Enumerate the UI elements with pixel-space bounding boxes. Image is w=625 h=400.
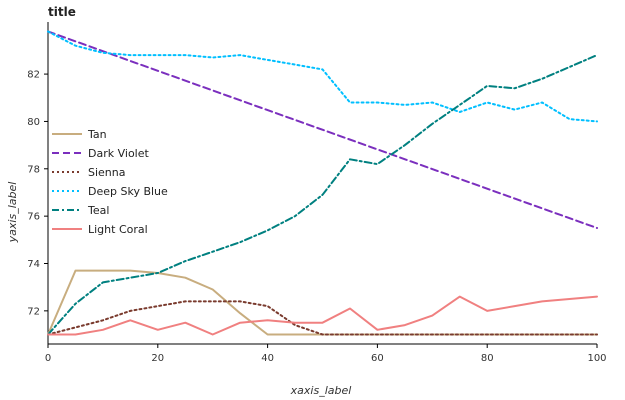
legend-label-sienna: Sienna — [88, 166, 126, 179]
x-tick-label: 20 — [151, 353, 164, 364]
legend-label-tan: Tan — [87, 128, 107, 141]
y-tick-label: 80 — [27, 117, 40, 128]
x-tick-layer: 0 20 40 60 80 100 — [45, 344, 607, 364]
x-tick-label: 40 — [261, 353, 274, 364]
series-line-tan — [47, 269, 598, 336]
plot-area: 0 20 40 60 80 100 72 74 76 78 80 82 — [27, 22, 607, 364]
legend-label-light-coral: Light Coral — [88, 223, 148, 236]
x-tick-label: 60 — [371, 353, 384, 364]
series-layer — [47, 30, 598, 336]
legend: Tan Dark Violet Sienna Deep Sky Blue Teal Lig… — [52, 128, 168, 236]
y-tick-label: 72 — [27, 306, 40, 317]
legend-label-deep-sky-blue: Deep Sky Blue — [88, 185, 168, 198]
y-tick-label: 74 — [27, 259, 40, 270]
y-tick-label: 78 — [27, 164, 40, 175]
series-line-dark-violet — [47, 30, 598, 229]
y-tick-label: 76 — [27, 212, 40, 223]
legend-label-dark-violet: Dark Violet — [88, 147, 149, 160]
x-tick-label: 80 — [481, 353, 494, 364]
x-tick-label: 100 — [587, 353, 606, 364]
chart-title: title — [48, 5, 76, 19]
y-tick-label: 82 — [27, 70, 40, 81]
series-line-deep-sky-blue — [47, 30, 598, 123]
y-axis-title: yaxis_label — [6, 182, 19, 244]
series-line-sienna — [47, 300, 598, 336]
legend-label-teal: Teal — [87, 204, 109, 217]
x-tick-label: 0 — [45, 353, 51, 364]
y-tick-layer: 72 74 76 78 80 82 — [27, 70, 48, 317]
x-axis-title: xaxis_label — [290, 384, 352, 397]
series-line-light-coral — [47, 295, 598, 336]
series-line-teal — [47, 54, 598, 336]
